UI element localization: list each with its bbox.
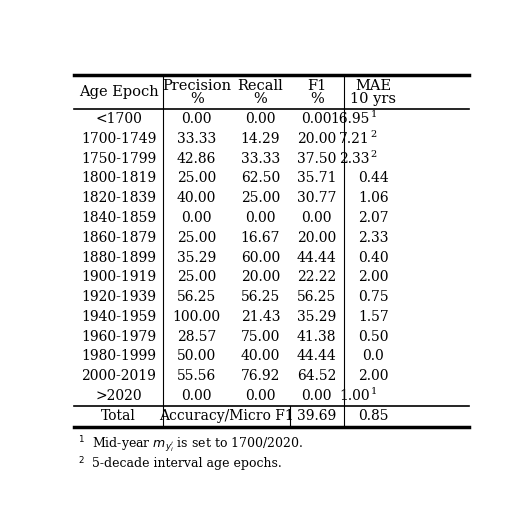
Text: 22.22: 22.22 [297, 270, 337, 285]
Text: 2.33: 2.33 [358, 231, 388, 245]
Text: 0.50: 0.50 [358, 330, 388, 344]
Text: 33.33: 33.33 [177, 132, 216, 146]
Text: 20.00: 20.00 [241, 270, 280, 285]
Text: Age Epoch: Age Epoch [79, 85, 158, 99]
Text: 0.75: 0.75 [358, 290, 388, 304]
Text: F1: F1 [307, 79, 326, 93]
Text: 37.50: 37.50 [297, 152, 337, 166]
Text: $^2$: $^2$ [78, 457, 84, 470]
Text: 25.00: 25.00 [177, 171, 216, 185]
Text: 2.07: 2.07 [358, 211, 388, 225]
Text: 60.00: 60.00 [241, 250, 280, 265]
Text: 0.00: 0.00 [181, 112, 212, 126]
Text: 40.00: 40.00 [177, 191, 216, 205]
Text: 2.33: 2.33 [340, 152, 370, 166]
Text: 0.40: 0.40 [358, 250, 388, 265]
Text: 0.00: 0.00 [245, 389, 276, 403]
Text: 0.00: 0.00 [181, 389, 212, 403]
Text: 1.57: 1.57 [358, 310, 388, 324]
Text: Accuracy/Micro F1: Accuracy/Micro F1 [159, 409, 294, 423]
Text: 25.00: 25.00 [177, 270, 216, 285]
Text: 62.50: 62.50 [241, 171, 280, 185]
Text: 40.00: 40.00 [241, 350, 280, 364]
Text: 44.44: 44.44 [297, 250, 337, 265]
Text: 64.52: 64.52 [297, 369, 337, 383]
Text: 56.25: 56.25 [241, 290, 280, 304]
Text: MAE: MAE [355, 79, 391, 93]
Text: 1.00: 1.00 [339, 389, 370, 403]
Text: 0.44: 0.44 [358, 171, 388, 185]
Text: 28.57: 28.57 [177, 330, 216, 344]
Text: 5-decade interval age epochs.: 5-decade interval age epochs. [92, 457, 281, 470]
Text: 0.00: 0.00 [302, 112, 332, 126]
Text: 56.25: 56.25 [297, 290, 337, 304]
Text: 75.00: 75.00 [241, 330, 280, 344]
Text: 0.00: 0.00 [302, 211, 332, 225]
Text: Mid-year $m_{y_i^{\prime}}$ is set to 1700/2020.: Mid-year $m_{y_i^{\prime}}$ is set to 17… [92, 435, 303, 454]
Text: 0.00: 0.00 [245, 211, 276, 225]
Text: 16.67: 16.67 [241, 231, 280, 245]
Text: 1700-1749: 1700-1749 [81, 132, 156, 146]
Text: 7.21: 7.21 [339, 132, 370, 146]
Text: 35.29: 35.29 [177, 250, 216, 265]
Text: 35.29: 35.29 [297, 310, 337, 324]
Text: 1: 1 [370, 387, 377, 396]
Text: 2: 2 [370, 150, 377, 159]
Text: 39.69: 39.69 [297, 409, 337, 423]
Text: 1900-1919: 1900-1919 [81, 270, 156, 285]
Text: 76.92: 76.92 [241, 369, 280, 383]
Text: %: % [310, 92, 324, 106]
Text: 1860-1879: 1860-1879 [81, 231, 156, 245]
Text: 1880-1899: 1880-1899 [81, 250, 156, 265]
Text: 1820-1839: 1820-1839 [81, 191, 156, 205]
Text: >2020: >2020 [95, 389, 142, 403]
Text: %: % [253, 92, 267, 106]
Text: 55.56: 55.56 [177, 369, 216, 383]
Text: 44.44: 44.44 [297, 350, 337, 364]
Text: 20.00: 20.00 [297, 132, 337, 146]
Text: 56.25: 56.25 [177, 290, 216, 304]
Text: 10 yrs: 10 yrs [350, 92, 396, 106]
Text: 1800-1819: 1800-1819 [81, 171, 156, 185]
Text: 1960-1979: 1960-1979 [81, 330, 156, 344]
Text: Total: Total [101, 409, 136, 423]
Text: Recall: Recall [237, 79, 283, 93]
Text: <1700: <1700 [95, 112, 142, 126]
Text: 30.77: 30.77 [297, 191, 337, 205]
Text: 0.0: 0.0 [363, 350, 384, 364]
Text: 0.00: 0.00 [245, 112, 276, 126]
Text: 100.00: 100.00 [173, 310, 220, 324]
Text: 2.00: 2.00 [358, 369, 388, 383]
Text: 16.95: 16.95 [331, 112, 370, 126]
Text: 1.06: 1.06 [358, 191, 388, 205]
Text: 1920-1939: 1920-1939 [81, 290, 156, 304]
Text: 35.71: 35.71 [297, 171, 337, 185]
Text: 1840-1859: 1840-1859 [81, 211, 156, 225]
Text: 0.00: 0.00 [302, 389, 332, 403]
Text: 0.85: 0.85 [358, 409, 388, 423]
Text: 50.00: 50.00 [177, 350, 216, 364]
Text: 33.33: 33.33 [241, 152, 280, 166]
Text: 2: 2 [370, 130, 377, 139]
Text: 1940-1959: 1940-1959 [81, 310, 156, 324]
Text: 2000-2019: 2000-2019 [81, 369, 156, 383]
Text: 42.86: 42.86 [177, 152, 216, 166]
Text: 1980-1999: 1980-1999 [81, 350, 156, 364]
Text: $^1$: $^1$ [78, 435, 85, 449]
Text: 21.43: 21.43 [241, 310, 280, 324]
Text: 0.00: 0.00 [181, 211, 212, 225]
Text: 25.00: 25.00 [177, 231, 216, 245]
Text: 20.00: 20.00 [297, 231, 337, 245]
Text: 2.00: 2.00 [358, 270, 388, 285]
Text: Precision: Precision [162, 79, 231, 93]
Text: 1750-1799: 1750-1799 [81, 152, 156, 166]
Text: 1: 1 [370, 110, 377, 119]
Text: 41.38: 41.38 [297, 330, 337, 344]
Text: 25.00: 25.00 [241, 191, 280, 205]
Text: 14.29: 14.29 [241, 132, 280, 146]
Text: %: % [190, 92, 204, 106]
